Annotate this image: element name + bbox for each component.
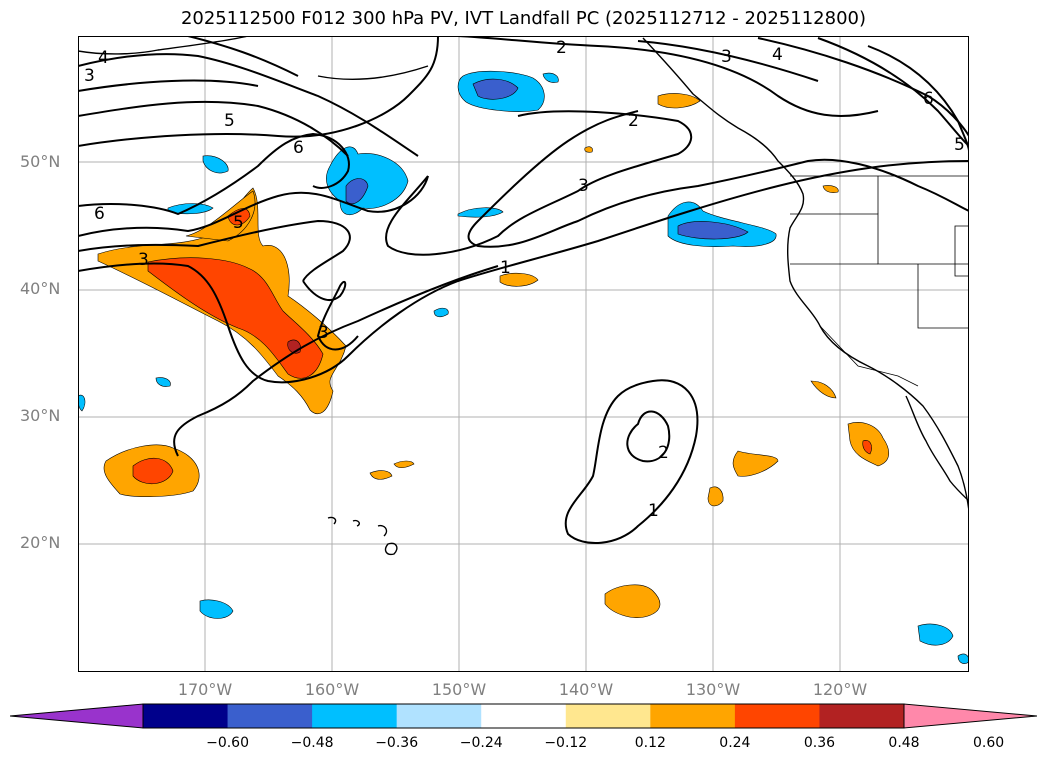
contour-outer-west (78, 36, 439, 147)
contour-5-west (78, 175, 429, 237)
map-plot-area: 2 3 4 6 5 3 4 2 3 6 5 3 6 1 3 2 1 5 (78, 36, 969, 672)
contour-label: 5 (233, 213, 244, 233)
lon-label: 160°W (304, 680, 360, 699)
contour-3-west (78, 219, 351, 282)
hawaii-islands (327, 516, 398, 556)
contour-1-subtropical (564, 379, 699, 544)
contour-2-subtropical (626, 410, 671, 463)
contour-label: 3 (721, 47, 732, 67)
contour-label: 3 (138, 250, 149, 270)
contour-2-north (457, 36, 879, 117)
colorbar-segment (10, 704, 143, 728)
contour-2-ridge (385, 110, 693, 256)
lat-label: 20°N (20, 533, 61, 552)
colorbar-segment (904, 704, 1037, 728)
lon-label: 150°W (431, 680, 487, 699)
lat-label: 50°N (20, 152, 61, 171)
baja-coast (905, 395, 969, 502)
contour-3-north (637, 40, 819, 82)
contour-label: 2 (658, 443, 669, 463)
contour-label: 2 (556, 38, 567, 58)
lon-label: 130°W (685, 680, 741, 699)
contour-labels: 2 3 4 6 5 3 4 2 3 6 5 3 6 1 3 2 1 5 (84, 38, 965, 521)
contour-label: 6 (923, 89, 934, 109)
colorbar-tick-label: 0.60 (972, 735, 1005, 751)
colorbar-tick-label: 0.12 (634, 735, 666, 751)
colorbar-tick-label: 0.36 (803, 735, 836, 751)
colorbar-tick-label: −0.48 (290, 735, 334, 751)
contour-inner-east (817, 37, 969, 147)
contour-6-west (78, 132, 350, 216)
colorbar-tick-label: −0.24 (459, 735, 503, 751)
contour-label: 5 (224, 111, 235, 131)
contour-label: 1 (648, 501, 659, 521)
contour-label: 4 (772, 45, 783, 65)
colorbar-tick-label: 0.48 (888, 735, 920, 751)
us-state-borders (790, 175, 969, 387)
contour-label: 3 (318, 323, 329, 343)
colorbar-segment (819, 704, 905, 728)
contour-bend-south (302, 280, 359, 351)
pv-shading (78, 70, 969, 664)
lat-label: 30°N (20, 406, 61, 425)
contour-large-arc (173, 265, 499, 457)
contour-label: 3 (84, 66, 95, 86)
contour-label: 4 (98, 48, 109, 68)
colorbar-segment (650, 704, 736, 728)
north-america-coast (642, 37, 969, 512)
colorbar-tick-label: −0.60 (206, 735, 249, 751)
colorbar-tick-label: −0.36 (375, 735, 419, 751)
colorbar-segment (565, 704, 651, 728)
colorbar-segment (396, 704, 482, 728)
colorbar-segment (227, 704, 313, 728)
positive-anomaly-core (147, 257, 324, 379)
lon-label: 140°W (558, 680, 614, 699)
colorbar-segment (312, 704, 398, 728)
contour-label: 1 (500, 258, 511, 278)
contour-4-west (78, 100, 349, 157)
contour-1-outer (78, 160, 969, 384)
contour-label: 6 (94, 204, 105, 224)
colorbar-tick-label: 0.24 (719, 735, 751, 751)
contour-label: 6 (293, 138, 304, 158)
gridlines (78, 36, 969, 672)
lon-label: 170°W (177, 680, 233, 699)
coastlines (78, 36, 969, 556)
colorbar-frame (142, 703, 905, 729)
colorbar-tick-label: −0.12 (544, 735, 588, 751)
aleutians (78, 36, 249, 55)
colorbar-segment (481, 704, 567, 728)
colorbar-segment (734, 704, 820, 728)
contour-3-ridge (467, 110, 969, 248)
pv-contours (78, 36, 969, 544)
map-title: 2025112500 F012 300 hPa PV, IVT Landfall… (180, 8, 867, 29)
contour-label: 5 (954, 135, 965, 155)
contour-label: 2 (628, 111, 639, 131)
contour-label: 3 (578, 176, 589, 196)
colorbar-segment (143, 704, 229, 728)
colorbar (10, 703, 1037, 729)
lat-label: 40°N (20, 279, 61, 298)
lon-label: 120°W (812, 680, 868, 699)
map-canvas: 2 3 4 6 5 3 4 2 3 6 5 3 6 1 3 2 1 5 (78, 36, 969, 672)
contour-north-east (757, 37, 969, 137)
